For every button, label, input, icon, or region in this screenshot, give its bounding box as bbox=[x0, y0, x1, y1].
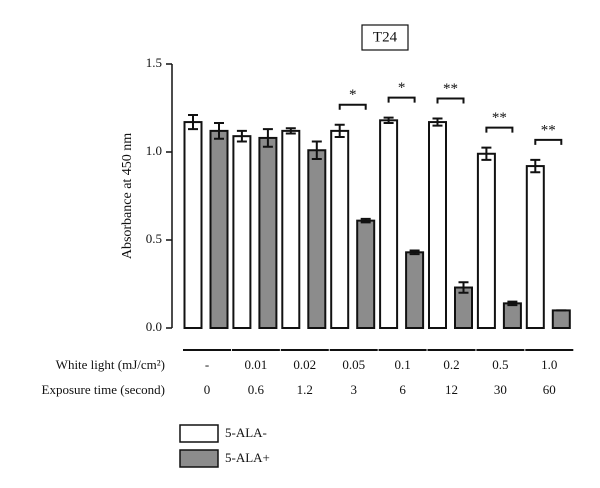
x-tick-label: 0.1 bbox=[394, 357, 410, 372]
significance-bracket bbox=[387, 96, 416, 103]
bar bbox=[209, 129, 229, 329]
bar bbox=[476, 152, 496, 329]
error-bar bbox=[360, 217, 371, 224]
significance-label: ** bbox=[492, 110, 507, 126]
significance-bracket bbox=[338, 103, 367, 110]
x-tick-label: 1.2 bbox=[297, 382, 313, 397]
error-bar bbox=[507, 300, 518, 307]
error-bar bbox=[409, 249, 420, 256]
bar bbox=[551, 309, 571, 329]
x-tick-label: - bbox=[205, 357, 209, 372]
x-tick-label: 0.5 bbox=[492, 357, 508, 372]
error-bar bbox=[458, 281, 469, 294]
x-tick-label: 60 bbox=[543, 382, 556, 397]
x-tick-label: 0.2 bbox=[443, 357, 459, 372]
y-tick-label: 1.0 bbox=[146, 143, 162, 158]
bar bbox=[330, 129, 350, 329]
error-bar bbox=[285, 127, 296, 135]
x-tick-label: 0.6 bbox=[248, 382, 265, 397]
bar bbox=[525, 165, 545, 329]
row-label: White light (mJ/cm²) bbox=[56, 357, 165, 372]
error-bar bbox=[262, 128, 273, 148]
significance-bracket bbox=[485, 126, 514, 133]
bar bbox=[281, 129, 301, 329]
y-tick-label: 0.0 bbox=[146, 319, 162, 334]
error-bar bbox=[334, 123, 345, 139]
bar bbox=[428, 121, 447, 329]
y-axis-label: Absorbance at 450 nm bbox=[120, 133, 135, 259]
x-tick-label: 0.05 bbox=[342, 357, 365, 372]
error-bar bbox=[530, 158, 541, 174]
x-tick-label: 0.02 bbox=[293, 357, 316, 372]
x-tick-label: 3 bbox=[350, 382, 357, 397]
bar bbox=[307, 149, 327, 329]
title-box bbox=[361, 24, 409, 51]
error-bar bbox=[311, 140, 322, 161]
significance-bracket bbox=[534, 138, 563, 145]
error-bar bbox=[236, 129, 247, 143]
legend-label: 5-ALA+ bbox=[225, 450, 270, 465]
error-bar bbox=[481, 146, 492, 161]
significance-label: ** bbox=[541, 122, 556, 138]
significance-label: ** bbox=[443, 81, 458, 97]
bar bbox=[232, 135, 252, 329]
y-tick-label: 0.5 bbox=[146, 231, 162, 246]
legend-swatch bbox=[179, 449, 219, 468]
x-tick-label: 0 bbox=[204, 382, 211, 397]
significance-label: * bbox=[398, 80, 406, 96]
bar bbox=[258, 136, 278, 329]
y-tick-label: 1.5 bbox=[146, 55, 162, 70]
significance-label: * bbox=[349, 87, 357, 103]
row-label: Exposure time (second) bbox=[42, 382, 165, 397]
error-bar bbox=[383, 116, 394, 124]
legend-swatch bbox=[179, 424, 219, 443]
error-bar bbox=[188, 114, 198, 131]
chart-title: T24 bbox=[373, 29, 398, 45]
bar bbox=[183, 121, 203, 329]
x-tick-label: 12 bbox=[445, 382, 458, 397]
bar bbox=[379, 119, 399, 329]
x-tick-label: 1.0 bbox=[541, 357, 557, 372]
x-tick-label: 6 bbox=[399, 382, 406, 397]
significance-bracket bbox=[436, 97, 465, 104]
error-bar bbox=[432, 117, 443, 127]
bar bbox=[502, 302, 522, 329]
error-bar bbox=[214, 121, 224, 140]
bar bbox=[356, 219, 376, 329]
x-tick-label: 30 bbox=[494, 382, 507, 397]
bar bbox=[405, 251, 425, 330]
legend-label: 5-ALA- bbox=[225, 425, 267, 440]
x-tick-label: 0.01 bbox=[245, 357, 268, 372]
